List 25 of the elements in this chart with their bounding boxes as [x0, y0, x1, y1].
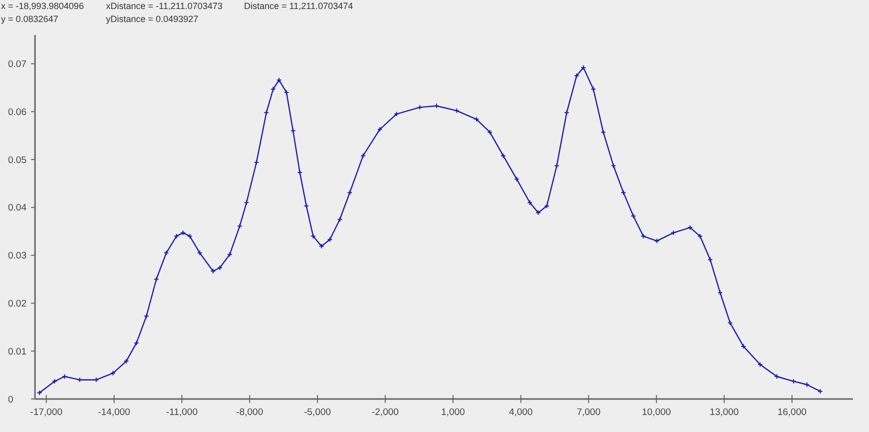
x-tick-label: 16,000 [777, 407, 807, 418]
x-tick-label: 7,000 [576, 407, 601, 418]
x-tick-label: -5,000 [304, 407, 331, 418]
x-tick-label: -11,000 [166, 407, 198, 418]
y-tick-label: 0.01 [8, 346, 26, 358]
y-tick-label: 0.03 [8, 250, 26, 262]
y-tick-label: 0.05 [8, 154, 26, 166]
y-tick-label: 0.06 [8, 106, 26, 118]
y-tick-label: 0.02 [8, 298, 26, 310]
x-tick-label: -17,000 [30, 407, 62, 418]
x-tick-label: 13,000 [710, 407, 739, 418]
x-tick-label: 4,000 [508, 407, 533, 418]
y-tick-label: 0.04 [8, 202, 26, 214]
text: y = 0.0832647 [1, 14, 58, 24]
y-tick-label: 0.07 [8, 59, 26, 70]
text: Distance = 11,211.0703474 [244, 1, 354, 11]
text: x = -18,993.9804096 [1, 1, 84, 11]
x-tick-label: 1,000 [441, 407, 465, 418]
x-tick-label: -8,000 [236, 407, 264, 418]
y-tick-label: 0 [8, 394, 14, 406]
x-tick-label: -2,000 [372, 407, 399, 418]
x-tick-label: -14,000 [98, 407, 130, 418]
text: xDistance = -11,211.0703473 [106, 1, 222, 11]
x-tick-label: 10,000 [642, 407, 671, 418]
text: yDistance = 0.0493927 [106, 14, 198, 24]
